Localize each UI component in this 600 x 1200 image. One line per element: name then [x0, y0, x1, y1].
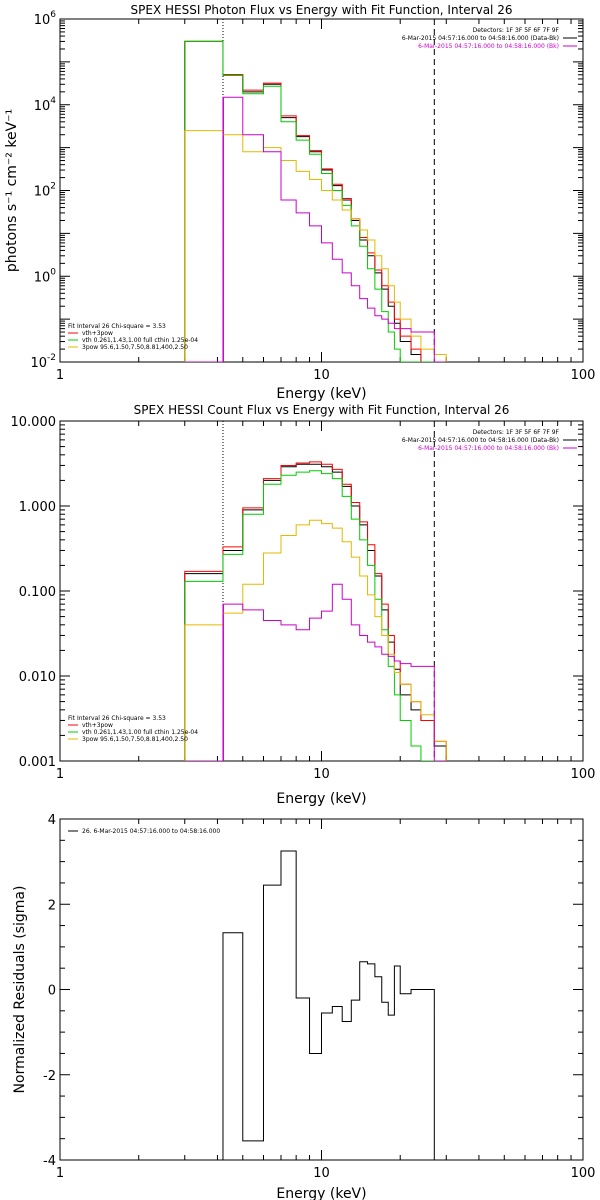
x-axis-label: Energy (keV): [276, 386, 366, 402]
series-line-2: [184, 40, 447, 362]
legend-header: Fit Interval 26 Chi-square = 3.53: [68, 715, 166, 722]
header-line: 6-Mar-2015 04:57:16.000 to 04:58:16.000 …: [418, 445, 559, 452]
header-line: Detectors: 1F 3F 5F 6F 7F 9F: [473, 429, 560, 436]
x-axis-label: Energy (keV): [276, 1186, 366, 1200]
photon-flux-panel: SPEX HESSI Photon Flux vs Energy with Fi…: [4, 3, 595, 402]
x-tick-label: 100: [571, 368, 596, 383]
y-tick-label: 2: [48, 898, 56, 913]
y-ticks: 10-2 100 102 104 106: [30, 10, 583, 371]
series-line-2: [184, 470, 447, 761]
x-tick-label: 1: [56, 1166, 64, 1181]
legend-entry: vth+3pow: [82, 330, 113, 337]
y-tick-label: 104: [34, 96, 57, 114]
header-line: 6-Mar-2015 04:57:16.000 to 04:58:16.000 …: [418, 43, 559, 50]
y-tick-label: 4: [48, 813, 56, 828]
legend: Fit Interval 26 Chi-square = 3.53vth+3po…: [68, 323, 198, 351]
y-tick-label: -4: [43, 1154, 56, 1169]
series-line-0: [184, 40, 447, 362]
legend: Fit Interval 26 Chi-square = 3.53vth+3po…: [68, 715, 198, 743]
y-tick-label: 10-2: [30, 353, 56, 371]
header-line: 6-Mar-2015 04:57:16.000 to 04:58:16.000 …: [402, 35, 559, 42]
legend-entry: vth+3pow: [82, 722, 113, 729]
count-flux-panel: SPEX HESSI Count Flux vs Energy with Fit…: [11, 403, 596, 807]
plot-frame: [59, 818, 584, 1161]
legend: 26. 6-Mar-2015 04:57:16.000 to 04:58:16.…: [68, 828, 220, 835]
y-tick-label: 1.000: [19, 500, 56, 515]
y-tick-label: 0: [48, 984, 56, 999]
y-tick-label: 102: [34, 182, 56, 200]
x-tick-label: 10: [313, 1166, 330, 1181]
series-group: [184, 40, 447, 362]
y-tick-label: -2: [43, 1069, 56, 1084]
y-axis-label: photons s⁻¹ cm⁻² keV⁻¹: [4, 109, 20, 272]
y-tick-label: 100: [34, 267, 57, 285]
y-tick-label: 10.000: [11, 415, 57, 430]
x-tick-label: 1: [56, 767, 64, 782]
legend-entry: vth 0.261,1.43,1.00 full cthin 1.25e-04: [82, 729, 198, 736]
x-ticks: 1 10 100: [56, 819, 596, 1181]
series-line-4: [184, 583, 447, 761]
legend-entry: 3pow 95.6,1.50,7.50,8.81,400,2.50: [82, 736, 188, 743]
y-axis-label: Normalized Residuals (sigma): [12, 886, 28, 1094]
series-line-1: [184, 40, 447, 362]
y-tick-label: 106: [34, 10, 57, 28]
x-tick-label: 10: [313, 368, 330, 383]
x-tick-label: 100: [571, 1166, 596, 1181]
y-ticks: 0.001 0.010 0.100 1.000 10.000: [11, 415, 583, 770]
chart-title: SPEX HESSI Photon Flux vs Energy with Fi…: [131, 3, 513, 17]
chart-title: SPEX HESSI Count Flux vs Energy with Fit…: [134, 403, 510, 417]
x-tick-label: 1: [56, 368, 64, 383]
x-tick-label: 10: [313, 767, 330, 782]
legend-header: Fit Interval 26 Chi-square = 3.53: [68, 323, 166, 330]
y-tick-label: 0.001: [19, 755, 56, 770]
series-line-3: [184, 519, 447, 761]
y-tick-label: 0.100: [19, 585, 56, 600]
series-line-4: [184, 96, 447, 362]
residuals-panel: 1 10 100 Energy (keV) -4 -2 0 2 4 Normalized Resi…: [12, 813, 595, 1200]
series-group: [184, 461, 447, 761]
x-tick-label: 100: [571, 767, 596, 782]
series-line-0: [222, 850, 435, 1160]
x-ticks: 1 10 100: [56, 421, 596, 782]
header-line: Detectors: 1F 3F 5F 6F 7F 9F: [473, 27, 560, 34]
y-tick-label: 0.010: [19, 670, 56, 685]
series-line-1: [184, 461, 447, 761]
legend-entry: 26. 6-Mar-2015 04:57:16.000 to 04:58:16.…: [82, 828, 220, 835]
header-line: 6-Mar-2015 04:57:16.000 to 04:58:16.000 …: [402, 437, 559, 444]
legend-entry: vth 0.261,1.43,1.00 full cthin 1.25e-04: [82, 337, 198, 344]
x-ticks: 1 10 100: [56, 19, 596, 383]
series-group: [222, 850, 435, 1160]
series-line-3: [184, 130, 447, 362]
x-axis-label: Energy (keV): [276, 791, 366, 807]
legend-entry: 3pow 95.6,1.50,7.50,8.81,400,2.50: [82, 344, 188, 351]
y-ticks: -4 -2 0 2 4: [43, 813, 583, 1169]
